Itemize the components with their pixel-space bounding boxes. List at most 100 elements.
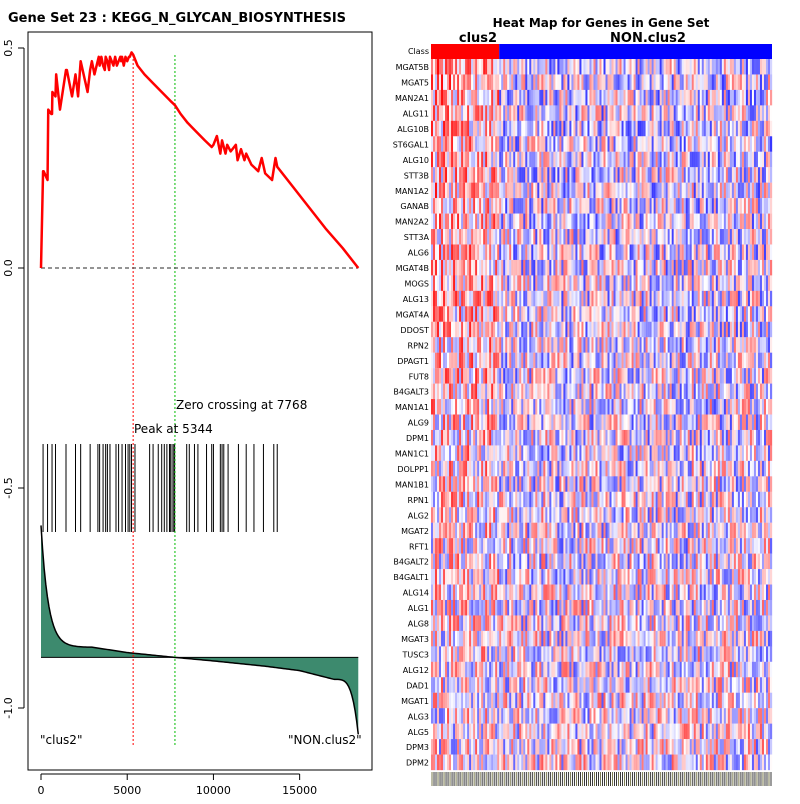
heatmap-cell	[718, 244, 720, 260]
heatmap-cell	[467, 152, 469, 168]
heatmap-cell	[577, 214, 579, 230]
heatmap-cell	[589, 368, 591, 384]
heatmap-cell	[565, 152, 567, 168]
heatmap-cell	[752, 337, 754, 353]
heatmap-cell	[517, 183, 519, 199]
heatmap-cell	[483, 291, 485, 307]
heatmap-cell	[489, 214, 491, 230]
heatmap-cell	[664, 59, 666, 75]
heatmap-cell	[644, 136, 646, 152]
heatmap-cell	[732, 59, 734, 75]
heatmap-cell	[591, 105, 593, 121]
heatmap-cell	[632, 74, 634, 90]
heatmap-cell	[644, 476, 646, 492]
heatmap-cell	[708, 152, 710, 168]
heatmap-cell	[708, 445, 710, 461]
heatmap-cell	[718, 306, 720, 322]
heatmap-cell	[485, 74, 487, 90]
heatmap-cell	[449, 121, 451, 137]
heatmap-cell	[698, 368, 700, 384]
heatmap-cell	[551, 167, 553, 183]
heatmap-cell	[561, 105, 563, 121]
heatmap-cell	[533, 136, 535, 152]
heatmap-cell	[720, 291, 722, 307]
heatmap-cell	[698, 306, 700, 322]
heatmap-cell	[714, 306, 716, 322]
heatmap-cell	[698, 492, 700, 508]
heatmap-cell	[736, 430, 738, 446]
heatmap-cell	[453, 198, 455, 214]
heatmap-cell	[682, 353, 684, 369]
heatmap-cell	[740, 275, 742, 291]
heatmap-cell	[644, 229, 646, 245]
heatmap-cell	[690, 90, 692, 106]
heatmap-cell	[465, 260, 467, 276]
heatmap-cell	[453, 90, 455, 106]
heatmap-cell	[724, 399, 726, 415]
heatmap-cell	[762, 214, 764, 230]
heatmap-cell	[491, 121, 493, 137]
heatmap-cell	[664, 461, 666, 477]
heatmap-cell	[734, 461, 736, 477]
heatmap-cell	[710, 461, 712, 477]
heatmap-cell	[531, 152, 533, 168]
heatmap-cell	[764, 136, 766, 152]
heatmap-cell	[734, 430, 736, 446]
heatmap-cell	[694, 260, 696, 276]
heatmap-cell	[481, 399, 483, 415]
heatmap-cell	[445, 461, 447, 477]
heatmap-cell	[485, 260, 487, 276]
heatmap-cell	[571, 74, 573, 90]
heatmap-cell	[447, 306, 449, 322]
heatmap-cell	[676, 306, 678, 322]
heatmap-cell	[746, 136, 748, 152]
heatmap-cell	[471, 461, 473, 477]
heatmap-cell	[712, 306, 714, 322]
heatmap-cell	[612, 260, 614, 276]
heatmap-cell	[724, 353, 726, 369]
heatmap-cell	[698, 430, 700, 446]
heatmap-cell	[618, 59, 620, 75]
heatmap-cell	[602, 399, 604, 415]
heatmap-cell	[561, 59, 563, 75]
heatmap-cell	[521, 322, 523, 338]
heatmap-cell	[585, 353, 587, 369]
heatmap-cell	[746, 90, 748, 106]
heatmap-cell	[758, 384, 760, 400]
heatmap-cell	[441, 306, 443, 322]
heatmap-cell	[750, 430, 752, 446]
heatmap-cell	[736, 275, 738, 291]
heatmap-cell	[567, 105, 569, 121]
heatmap-cell	[521, 229, 523, 245]
heatmap-cell	[487, 368, 489, 384]
heatmap-cell	[762, 384, 764, 400]
heatmap-cell	[431, 368, 433, 384]
heatmap-cell	[752, 183, 754, 199]
heatmap-cell	[740, 476, 742, 492]
heatmap-cell	[541, 59, 543, 75]
heatmap-cell	[431, 275, 433, 291]
heatmap-cell	[509, 368, 511, 384]
heatmap-cell	[581, 214, 583, 230]
heatmap-cell	[700, 476, 702, 492]
heatmap-cell	[581, 59, 583, 75]
heatmap-cell	[708, 492, 710, 508]
heatmap-cell	[523, 492, 525, 508]
heatmap-cell	[451, 306, 453, 322]
heatmap-cell	[459, 198, 461, 214]
heatmap-cell	[485, 384, 487, 400]
heatmap-cell	[644, 353, 646, 369]
heatmap-cell	[606, 90, 608, 106]
heatmap-cell	[539, 59, 541, 75]
heatmap-cell	[515, 337, 517, 353]
heatmap-cell	[501, 136, 503, 152]
heatmap-cell	[455, 353, 457, 369]
heatmap-cell	[740, 322, 742, 338]
heatmap-cell	[726, 121, 728, 137]
heatmap-cell	[555, 461, 557, 477]
heatmap-cell	[595, 384, 597, 400]
heatmap-cell	[529, 260, 531, 276]
heatmap-cell	[585, 244, 587, 260]
heatmap-cell	[433, 415, 435, 431]
heatmap-cell	[732, 476, 734, 492]
